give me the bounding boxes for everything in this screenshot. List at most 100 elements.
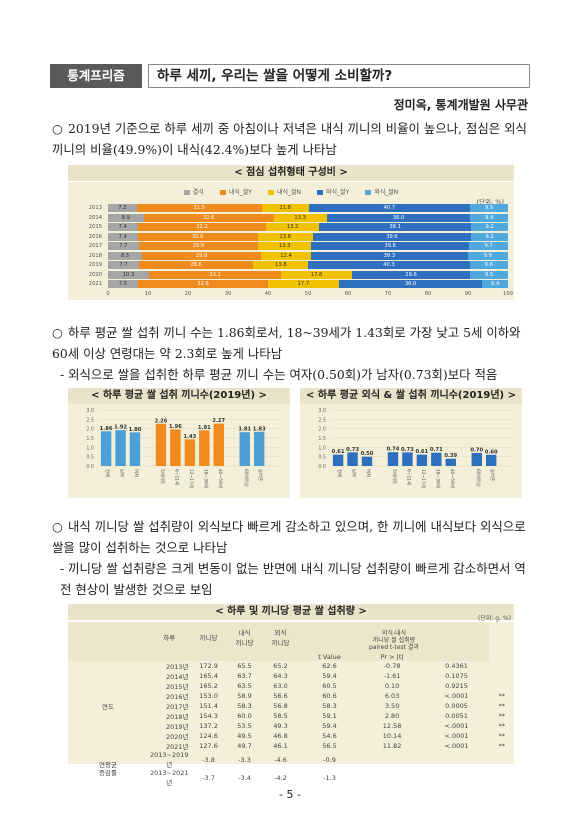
bar — [361, 456, 373, 466]
table-subheader-row: t Value Pr > |t| — [68, 652, 514, 662]
table-cell: 59.4 — [322, 722, 337, 731]
x-tick-label: 전체 — [336, 469, 343, 477]
table-cell: ** — [498, 742, 505, 751]
table-cell: 63.0 — [273, 682, 288, 691]
y-tick-label: 2014 — [88, 214, 102, 221]
bar-segment: 9.2 — [471, 223, 508, 231]
bar-segment: 29.8 — [142, 251, 262, 260]
bar — [199, 430, 210, 466]
data-label: 0.61 — [415, 449, 428, 455]
x-tick-label: 여자 — [365, 469, 372, 477]
table-cell: 0.9215 — [445, 682, 468, 691]
bar-segment: 7.2 — [108, 204, 137, 212]
subheader-blank — [424, 652, 490, 661]
table-row: 2014년 165.4 63.7 64.3 59.4 -1.61 0.1075 — [68, 671, 514, 681]
table-cell — [489, 661, 514, 671]
legend-entry: 내식_쌀N — [267, 187, 301, 196]
bullet: ○ — [52, 519, 63, 534]
table-cell: -3.3 — [238, 756, 251, 765]
bullet: ○ — [52, 325, 63, 340]
chart1-plot: 2013 7.2 31.5 11.8 40.7 9.5 2014 8.9 32.6 13.3 36.… — [68, 182, 514, 300]
paragraph-text: 하루 평균 쌀 섭취 끼니 수는 1.86회로서, 18~39세가 1.43회로… — [52, 325, 521, 361]
table-cell: <.0001 — [444, 732, 469, 741]
bar-segment: 17.7 — [268, 280, 339, 288]
table-cell: 11.82 — [382, 742, 402, 751]
bar-segment: 7.7 — [108, 242, 139, 250]
table-cell: 49.3 — [273, 722, 288, 731]
author-line: 정미옥, 통계개발원 사무관 — [393, 98, 528, 112]
header-cell: 내식 끼니당 — [227, 622, 263, 652]
article-title: 하루 세끼, 우리는 쌀을 어떻게 소비할까? — [148, 64, 530, 88]
x-tick-label: 6~11세 — [173, 469, 180, 485]
stacked-bar: 7.5 32.6 17.7 36.0 6.4 — [108, 280, 508, 288]
table-row: 2019년 137.2 53.5 49.3 59.4 12.58 <.0001 ** — [68, 721, 514, 731]
table-cell: 165.2 — [199, 682, 218, 691]
table-cell: 53.5 — [237, 722, 252, 731]
header-blank — [68, 622, 148, 652]
x-tick-label: 60세이상 — [243, 469, 250, 487]
paragraph-2: ○ 하루 평균 쌀 섭취 끼니 수는 1.86회로서, 18~39세가 1.43… — [52, 322, 536, 364]
x-tick-label: 60세이상 — [475, 469, 482, 487]
paragraph-2-sub: - 외식으로 쌀을 섭취한 하루 평균 끼니 수는 여자(0.50회)가 남자(… — [60, 367, 498, 382]
table-title: < 하루 및 끼니당 평균 쌀 섭취량 > — [68, 604, 514, 620]
y-tick-label: 2.5 — [86, 417, 94, 423]
bullet: ○ — [52, 121, 63, 136]
bar-segment: 39.3 — [310, 251, 468, 260]
y-tick-label: 0.5 — [318, 455, 326, 461]
table-cell: -1.61 — [383, 672, 401, 681]
chart1-panel: 결식 내식_쌀Y 내식_쌀N 외식_쌀Y 외식_쌀N (단위: %) 2013 7.2 31… — [68, 182, 514, 300]
table-cell: 137.2 — [199, 722, 218, 731]
table-cell: 49.5 — [237, 732, 252, 741]
table-cell: 54.6 — [322, 732, 337, 741]
y-tick-label: 1.5 — [86, 436, 94, 442]
paragraph-1: ○ 2019년 기준으로 하루 세끼 중 아침이나 저녁은 내식 끼니의 비율이… — [52, 118, 536, 160]
bar-segment: 9.2 — [471, 232, 508, 241]
legend-swatch — [267, 190, 274, 195]
table-cell: 60.5 — [322, 682, 337, 691]
table-row: 2017년 151.4 58.3 56.8 58.3 3.50 0.0005 ** — [68, 701, 514, 711]
bar-segment: 7.4 — [108, 223, 138, 231]
legend-label: 내식_쌀Y — [228, 189, 252, 196]
bar-segment: 13.3 — [273, 213, 327, 222]
data-label: 0.50 — [361, 451, 374, 457]
bar — [254, 431, 265, 466]
table-cell: 65.5 — [237, 662, 252, 671]
table-cell: 56.5 — [322, 742, 337, 751]
table-cell: 2019년 — [166, 723, 189, 732]
table-cell: 58.3 — [322, 702, 337, 711]
table-cell: ** — [498, 732, 505, 741]
header-cell: 외식 끼니당 — [263, 622, 299, 652]
y-tick-label: 1.5 — [318, 436, 326, 442]
table-cell: -3.7 — [202, 774, 215, 783]
y-tick-label: 1.0 — [86, 445, 94, 451]
table-cell: 2021년 — [166, 743, 189, 752]
data-label: 0.73 — [346, 447, 359, 453]
header-label: 내식 끼니당 — [235, 629, 254, 647]
table-row: 2016년 153.0 58.9 56.6 60.6 6.03 <.0001 ** — [68, 691, 514, 701]
table-cell-empty — [424, 769, 490, 787]
table-cell: <.0001 — [444, 722, 469, 731]
bar-segment: 8.9 — [108, 213, 144, 222]
section-tag: 통계프리즘 — [50, 64, 142, 88]
table-cell: 124.6 — [199, 732, 218, 741]
table-cell: 59.1 — [322, 712, 337, 721]
x-tick-label: 5세이하 — [391, 469, 398, 484]
table-cell-empty — [489, 769, 514, 787]
x-tick-label: 여자 — [133, 469, 140, 477]
stacked-bar: 7.2 31.5 11.8 40.7 9.5 — [108, 204, 508, 212]
table-cell — [489, 671, 514, 681]
table-cell: 2017년 — [166, 703, 189, 712]
table-cell: 0.0005 — [445, 702, 468, 711]
x-tick-label: 40 — [264, 290, 272, 297]
x-tick-label: 12~17세 — [420, 469, 427, 488]
bar-segment: 10.3 — [108, 270, 150, 279]
y-tick-label: 0.0 — [86, 464, 94, 470]
chart2-panel: 0.0 0.5 1.0 1.5 2.0 2.5 3.0 1.86 전체 1.92 남자 1.80 여자 2… — [68, 404, 290, 498]
table-cell: 2013년 — [166, 663, 189, 672]
bar-segment: 33.1 — [149, 270, 282, 279]
row-group-label: 연도 — [102, 703, 114, 712]
table-row: 연도 2013년 172.9 65.5 65.2 62.6 -0.78 0.4361 — [68, 661, 514, 711]
table-cell: 6.03 — [384, 692, 400, 701]
x-tick-label: 40~59세 — [217, 469, 224, 488]
x-tick-label: 6~11세 — [405, 469, 412, 485]
